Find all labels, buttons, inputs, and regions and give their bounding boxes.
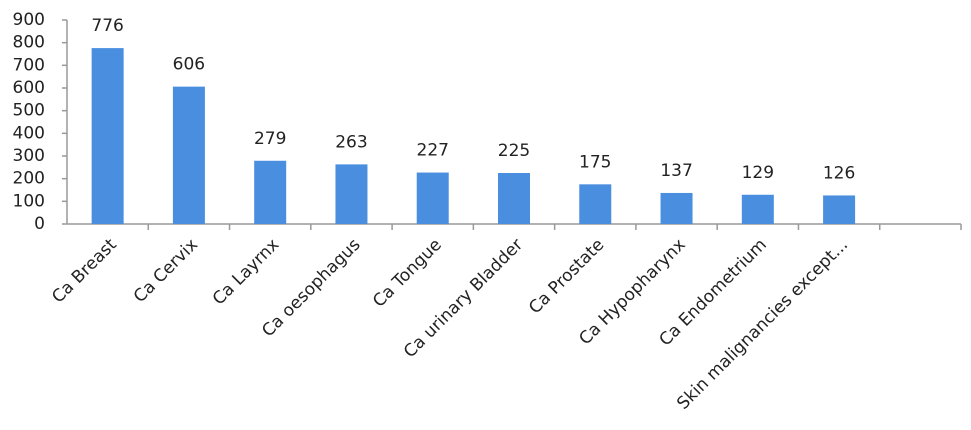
value-label: 175: [579, 152, 611, 172]
x-tick-label: Ca Layrnx: [209, 235, 283, 309]
y-tick-label: 0: [34, 214, 45, 234]
value-label: 279: [254, 129, 286, 149]
x-tick-label: Ca Prostate: [525, 235, 608, 318]
bar: [823, 195, 856, 224]
value-label: 225: [498, 141, 530, 161]
bar: [91, 48, 124, 225]
y-tick-label: 700: [13, 55, 45, 75]
value-label: 776: [91, 16, 123, 36]
y-tick-label: 400: [13, 123, 45, 143]
y-tick-label: 800: [13, 33, 45, 53]
y-tick-label: 500: [13, 101, 45, 121]
bar: [579, 184, 612, 224]
y-tick-label: 100: [13, 191, 45, 211]
bar: [254, 160, 287, 224]
value-label: 137: [660, 161, 692, 181]
bar: [660, 192, 693, 224]
bar: [335, 164, 368, 224]
x-tick-label: Skin malignancies except...: [673, 235, 852, 414]
x-tick-label: Ca Breast: [48, 235, 121, 308]
value-label: 126: [823, 163, 855, 183]
bar: [172, 86, 205, 224]
y-tick-label: 900: [13, 10, 45, 30]
value-label: 227: [417, 141, 449, 161]
bar: [741, 194, 774, 224]
value-label: 263: [335, 132, 367, 152]
bar: [498, 173, 530, 224]
x-tick-label: Ca Tongue: [369, 235, 446, 312]
value-label: 606: [173, 55, 205, 75]
y-tick-label: 300: [13, 146, 45, 166]
x-tick-label: Ca Cervix: [130, 235, 202, 307]
bar: [416, 172, 449, 224]
y-tick-label: 200: [13, 169, 45, 189]
value-label: 129: [742, 163, 774, 183]
y-tick-label: 600: [13, 78, 45, 98]
